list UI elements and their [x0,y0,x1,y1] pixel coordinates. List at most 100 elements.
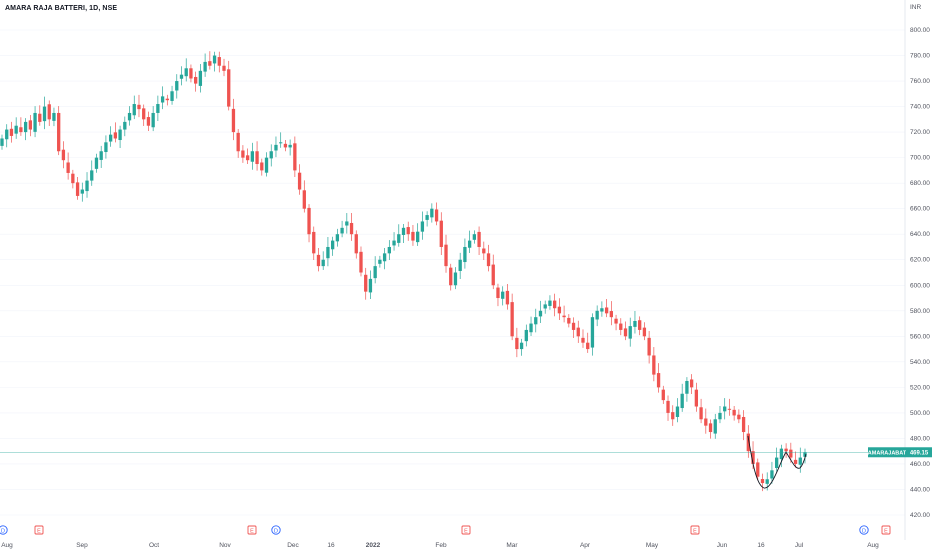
x-tick-label: Apr [580,542,591,549]
y-tick-label: 640.00 [910,231,930,238]
candle [713,413,717,439]
dividend-marker[interactable]: D [859,525,869,535]
candle [552,293,557,317]
y-tick-label: 780.00 [910,53,930,60]
candle [99,145,103,168]
candle [604,299,609,318]
candle [628,317,632,347]
candle [430,203,434,223]
candle [160,86,165,110]
y-tick-label: 760.00 [910,78,930,85]
candle [623,321,628,341]
svg-text:E: E [464,528,468,534]
candle [269,144,273,167]
svg-text:E: E [37,528,41,534]
candle [434,202,439,226]
candle [420,211,425,240]
candle [656,363,661,393]
candle [590,313,595,356]
candle [359,246,363,277]
candle [151,106,155,132]
candle [671,405,675,426]
currency-label: INR [910,4,922,11]
candle [260,158,264,176]
y-tick-label: 480.00 [910,435,930,442]
x-tick-label: Jul [795,542,804,549]
candle [104,135,108,159]
candle [293,136,297,178]
candle [250,142,255,170]
candle [779,444,784,468]
earnings-marker[interactable]: E [34,525,44,535]
candle [803,448,807,464]
candle [472,230,477,244]
candle [652,347,656,382]
earnings-marker[interactable]: E [461,525,471,535]
candle [194,71,198,92]
x-tick-label: Feb [435,542,447,549]
candle [708,419,713,439]
candle [57,106,61,156]
price-tag: AMARAJABAT 469.15 [868,447,932,458]
candle [123,116,127,137]
candle [723,398,727,420]
candle [33,106,37,138]
x-tick-label: 16 [327,542,335,549]
candle [307,204,311,243]
y-tick-label: 800.00 [910,27,930,34]
candle [397,224,401,247]
dividend-marker[interactable]: D [0,525,8,535]
candle [770,461,774,484]
candle [241,145,245,163]
x-tick-label: Nov [219,542,231,549]
candle [737,409,741,424]
candle [609,301,613,326]
candle [699,398,703,424]
x-tick-label: May [646,542,659,549]
x-tick-label: Sep [76,542,88,549]
candle [557,298,562,320]
earnings-marker[interactable]: E [247,525,257,535]
candle [368,270,373,300]
candle [576,320,580,343]
candle [519,338,524,356]
candle [510,293,514,341]
candle [378,255,382,268]
candle [274,136,278,158]
y-tick-label: 580.00 [910,308,930,315]
earnings-marker[interactable]: E [690,525,700,535]
candle [373,256,377,284]
candle [175,74,179,99]
candle [198,63,203,93]
candle [19,117,23,136]
candle [704,408,708,434]
candle [279,132,283,148]
earnings-marker[interactable]: E [881,525,891,535]
x-tick-label: 16 [757,542,765,549]
candle [264,152,269,177]
candle [142,104,146,126]
candle [132,95,136,120]
svg-text:D: D [274,528,278,534]
candle [212,51,217,72]
candle [312,226,316,260]
candle [108,126,113,147]
candle [661,385,665,404]
svg-text:E: E [884,528,888,534]
candle [524,324,528,347]
candle [9,121,14,143]
x-tick-label: Aug [1,542,13,549]
candle [156,95,160,122]
dividend-marker[interactable]: D [271,525,281,535]
candle [444,234,448,273]
candle [236,129,240,158]
candle [680,383,684,412]
candle [482,241,486,260]
candle [165,94,169,106]
candlestick-series [0,51,807,492]
x-tick-label: Jun [717,542,728,549]
candle [741,410,746,441]
candle [382,247,387,270]
candle [23,118,28,141]
